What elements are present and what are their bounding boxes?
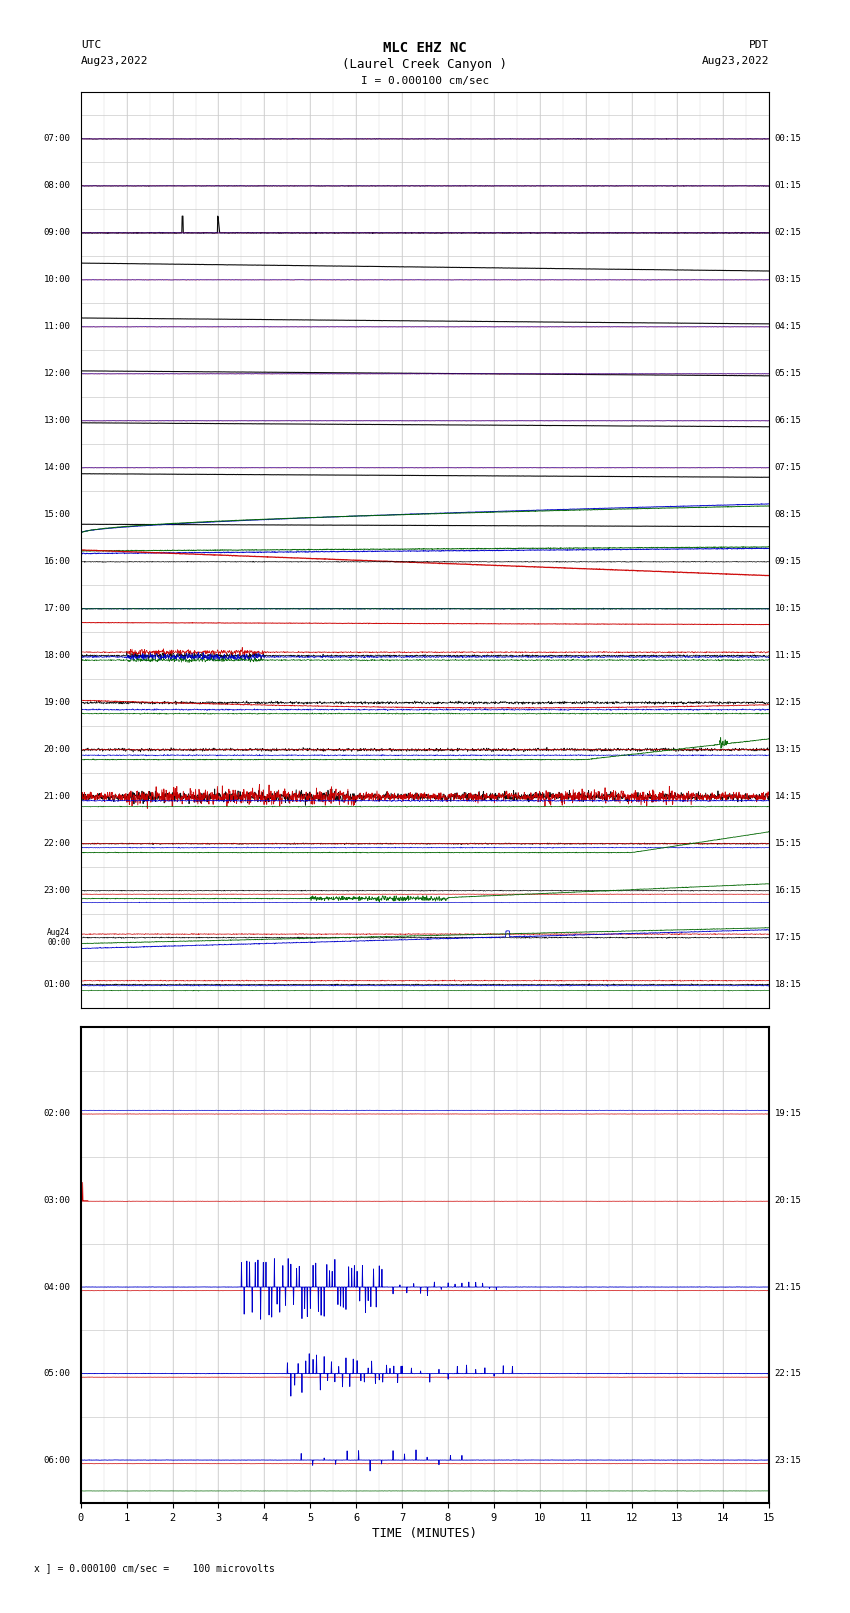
- Text: 02:00: 02:00: [43, 1110, 71, 1118]
- Text: 06:15: 06:15: [774, 416, 802, 426]
- Text: 20:00: 20:00: [43, 745, 71, 755]
- Text: UTC: UTC: [81, 40, 101, 50]
- Text: 10:15: 10:15: [774, 605, 802, 613]
- Text: 03:15: 03:15: [774, 276, 802, 284]
- Text: 01:00: 01:00: [43, 981, 71, 989]
- Text: 13:00: 13:00: [43, 416, 71, 426]
- Text: 04:00: 04:00: [43, 1282, 71, 1292]
- Text: 18:00: 18:00: [43, 652, 71, 660]
- Text: 18:15: 18:15: [774, 981, 802, 989]
- Text: PDT: PDT: [749, 40, 769, 50]
- Text: 00:15: 00:15: [774, 134, 802, 144]
- Text: 20:15: 20:15: [774, 1195, 802, 1205]
- Text: 13:15: 13:15: [774, 745, 802, 755]
- Text: 14:15: 14:15: [774, 792, 802, 802]
- Text: 12:15: 12:15: [774, 698, 802, 706]
- Text: 22:15: 22:15: [774, 1369, 802, 1378]
- Text: 21:00: 21:00: [43, 792, 71, 802]
- Text: 11:15: 11:15: [774, 652, 802, 660]
- Text: 17:00: 17:00: [43, 605, 71, 613]
- Text: 01:15: 01:15: [774, 181, 802, 190]
- Text: 04:15: 04:15: [774, 323, 802, 331]
- Text: 19:15: 19:15: [774, 1110, 802, 1118]
- X-axis label: TIME (MINUTES): TIME (MINUTES): [372, 1528, 478, 1540]
- Text: 07:15: 07:15: [774, 463, 802, 473]
- Text: 15:15: 15:15: [774, 839, 802, 848]
- Text: Aug24
00:00: Aug24 00:00: [48, 927, 71, 947]
- Text: 12:00: 12:00: [43, 369, 71, 379]
- Text: 03:00: 03:00: [43, 1195, 71, 1205]
- Text: 11:00: 11:00: [43, 323, 71, 331]
- Text: 05:00: 05:00: [43, 1369, 71, 1378]
- Text: 08:00: 08:00: [43, 181, 71, 190]
- Text: 17:15: 17:15: [774, 934, 802, 942]
- Text: Aug23,2022: Aug23,2022: [702, 56, 769, 66]
- Text: I = 0.000100 cm/sec: I = 0.000100 cm/sec: [361, 76, 489, 85]
- Text: 15:00: 15:00: [43, 510, 71, 519]
- Text: 16:15: 16:15: [774, 886, 802, 895]
- Text: 05:15: 05:15: [774, 369, 802, 379]
- Text: 08:15: 08:15: [774, 510, 802, 519]
- Text: 09:00: 09:00: [43, 229, 71, 237]
- Text: 06:00: 06:00: [43, 1455, 71, 1465]
- Text: 07:00: 07:00: [43, 134, 71, 144]
- Text: 23:00: 23:00: [43, 886, 71, 895]
- Text: 22:00: 22:00: [43, 839, 71, 848]
- Text: 23:15: 23:15: [774, 1455, 802, 1465]
- Text: 19:00: 19:00: [43, 698, 71, 706]
- Text: Aug23,2022: Aug23,2022: [81, 56, 148, 66]
- Text: 10:00: 10:00: [43, 276, 71, 284]
- Text: 09:15: 09:15: [774, 556, 802, 566]
- Text: MLC EHZ NC: MLC EHZ NC: [383, 42, 467, 55]
- Text: 14:00: 14:00: [43, 463, 71, 473]
- Text: (Laurel Creek Canyon ): (Laurel Creek Canyon ): [343, 58, 507, 71]
- Text: 16:00: 16:00: [43, 556, 71, 566]
- Text: 02:15: 02:15: [774, 229, 802, 237]
- Text: x ] = 0.000100 cm/sec =    100 microvolts: x ] = 0.000100 cm/sec = 100 microvolts: [34, 1563, 275, 1573]
- Text: 21:15: 21:15: [774, 1282, 802, 1292]
